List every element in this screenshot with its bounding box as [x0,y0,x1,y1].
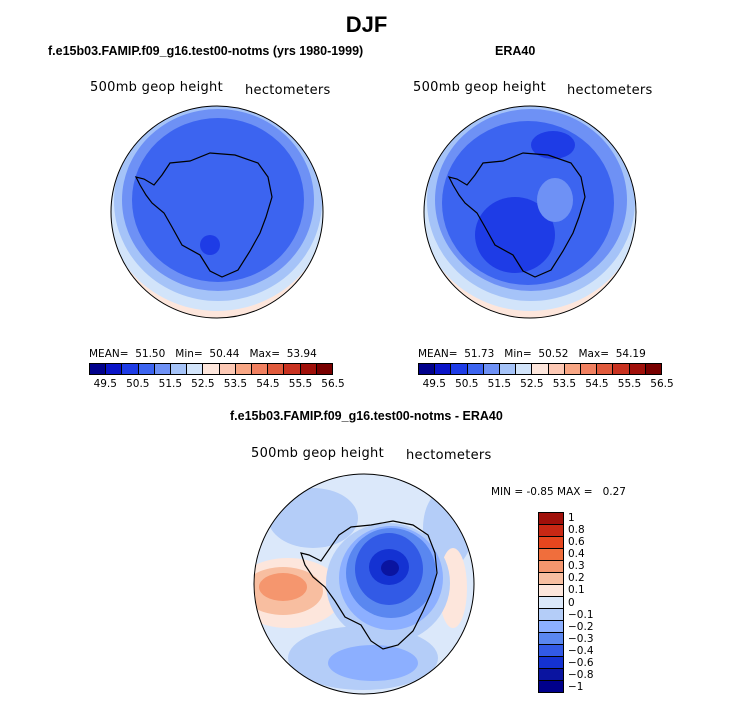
colorbar-tick-label: 49.5 [422,378,446,390]
colorbar-swatch [629,364,646,374]
colorbar-swatch [597,364,614,374]
colorbar-tick-label: 0.2 [568,572,585,585]
colorbar-tick-label: 51.5 [487,378,512,390]
colorbar-tick-label: 0.3 [568,560,585,573]
colorbar-swatch [138,364,155,374]
colorbar-swatch [532,364,549,374]
colorbar-swatch [613,364,630,374]
colorbar-swatch [581,364,598,374]
colorbar-swatch [467,364,484,374]
colorbar-tick-label: 53.5 [223,378,248,390]
left-field-label: 500mb geop height [90,80,223,95]
colorbar-swatch [435,364,452,374]
colorbar-tick-label: 1 [568,512,575,525]
colorbar-swatch [539,573,563,585]
colorbar-swatch [154,364,172,374]
colorbar-swatch [187,364,204,374]
right-colorbar [418,363,662,375]
colorbar-tick-label: 0 [568,596,575,609]
colorbar-tick-label: 0.4 [568,548,585,561]
colorbar-swatch [419,364,436,374]
colorbar-tick-label: 56.5 [321,378,345,390]
colorbar-tick-label: −0.4 [568,644,594,657]
diff-stats: MIN = -0.85 MAX = 0.27 [491,486,626,498]
colorbar-swatch [203,364,220,374]
colorbar-tick-label: −0.8 [568,668,594,681]
right-polar-map [423,105,637,319]
colorbar-swatch [516,364,533,374]
colorbar-swatch [539,621,563,633]
right-panel-title: ERA40 [495,44,536,58]
colorbar-swatch [483,364,501,374]
colorbar-swatch [645,364,662,374]
diff-colorbar [538,512,564,693]
left-stats: MEAN= 51.50 Min= 50.44 Max= 53.94 [89,348,317,360]
right-units-label: hectometers [567,83,653,98]
main-title: DJF [345,12,388,37]
colorbar-tick-label: 51.5 [158,378,183,390]
colorbar-swatch [539,609,563,621]
colorbar-tick-label: 53.5 [552,378,577,390]
colorbar-tick-label: 52.5 [520,378,544,390]
diff-units-label: hectometers [406,448,492,463]
colorbar-tick-label: 54.5 [256,378,280,390]
right-stats: MEAN= 51.73 Min= 50.52 Max= 54.19 [418,348,646,360]
colorbar-swatch [548,364,565,374]
colorbar-tick-label: 0.6 [568,536,585,549]
colorbar-tick-label: 52.5 [191,378,215,390]
colorbar-swatch [235,364,253,374]
colorbar-tick-label: 55.5 [617,378,642,390]
colorbar-tick-label: −0.6 [568,656,594,669]
colorbar-swatch [539,525,563,537]
colorbar-swatch [539,681,563,692]
colorbar-swatch [500,364,517,374]
colorbar-swatch [539,597,563,609]
left-colorbar-ticks: 49.5 50.5 51.5 52.5 53.5 54.5 55.5 56.5 [89,378,345,392]
colorbar-tick-label: 0.8 [568,524,585,537]
left-polar-map [110,105,324,319]
colorbar-swatch [539,585,563,597]
colorbar-swatch [122,364,139,374]
colorbar-swatch [252,364,269,374]
colorbar-swatch [539,633,563,645]
colorbar-swatch [539,513,563,525]
left-colorbar [89,363,333,375]
colorbar-tick-label: 0.1 [568,584,585,597]
colorbar-swatch [539,669,563,681]
colorbar-swatch [539,561,563,573]
colorbar-tick-label: 56.5 [650,378,674,390]
colorbar-swatch [539,657,563,669]
colorbar-swatch [539,537,563,549]
diff-polar-map [253,473,475,695]
colorbar-swatch [219,364,236,374]
diff-colorbar-ticks: 1 0.8 0.6 0.4 0.3 0.2 0.1 0 −0.1 −0.2 −0.3 −0.4 −0.6… [568,512,608,693]
colorbar-swatch [300,364,317,374]
diff-field-label: 500mb geop height [251,446,384,461]
left-panel-title: f.e15b03.FAMIP.f09_g16.test00-notms (yrs… [48,44,364,58]
colorbar-swatch [106,364,123,374]
colorbar-swatch [539,645,563,657]
colorbar-tick-label: 49.5 [93,378,117,390]
right-colorbar-ticks: 49.5 50.5 51.5 52.5 53.5 54.5 55.5 56.5 [418,378,674,392]
colorbar-swatch [284,364,301,374]
colorbar-tick-label: 55.5 [288,378,313,390]
colorbar-swatch [90,364,107,374]
colorbar-swatch [171,364,188,374]
colorbar-swatch [268,364,285,374]
colorbar-tick-label: −0.2 [568,620,594,633]
colorbar-swatch [316,364,333,374]
colorbar-swatch [539,549,563,561]
right-field-label: 500mb geop height [413,80,546,95]
left-units-label: hectometers [245,83,331,98]
colorbar-swatch [451,364,468,374]
diff-panel-title: f.e15b03.FAMIP.f09_g16.test00-notms - ER… [230,409,503,423]
colorbar-tick-label: −1 [568,680,584,693]
colorbar-tick-label: 50.5 [126,378,150,390]
colorbar-swatch [564,364,582,374]
colorbar-tick-label: −0.3 [568,632,594,645]
colorbar-tick-label: 54.5 [585,378,609,390]
colorbar-tick-label: −0.1 [568,608,594,621]
colorbar-tick-label: 50.5 [455,378,479,390]
